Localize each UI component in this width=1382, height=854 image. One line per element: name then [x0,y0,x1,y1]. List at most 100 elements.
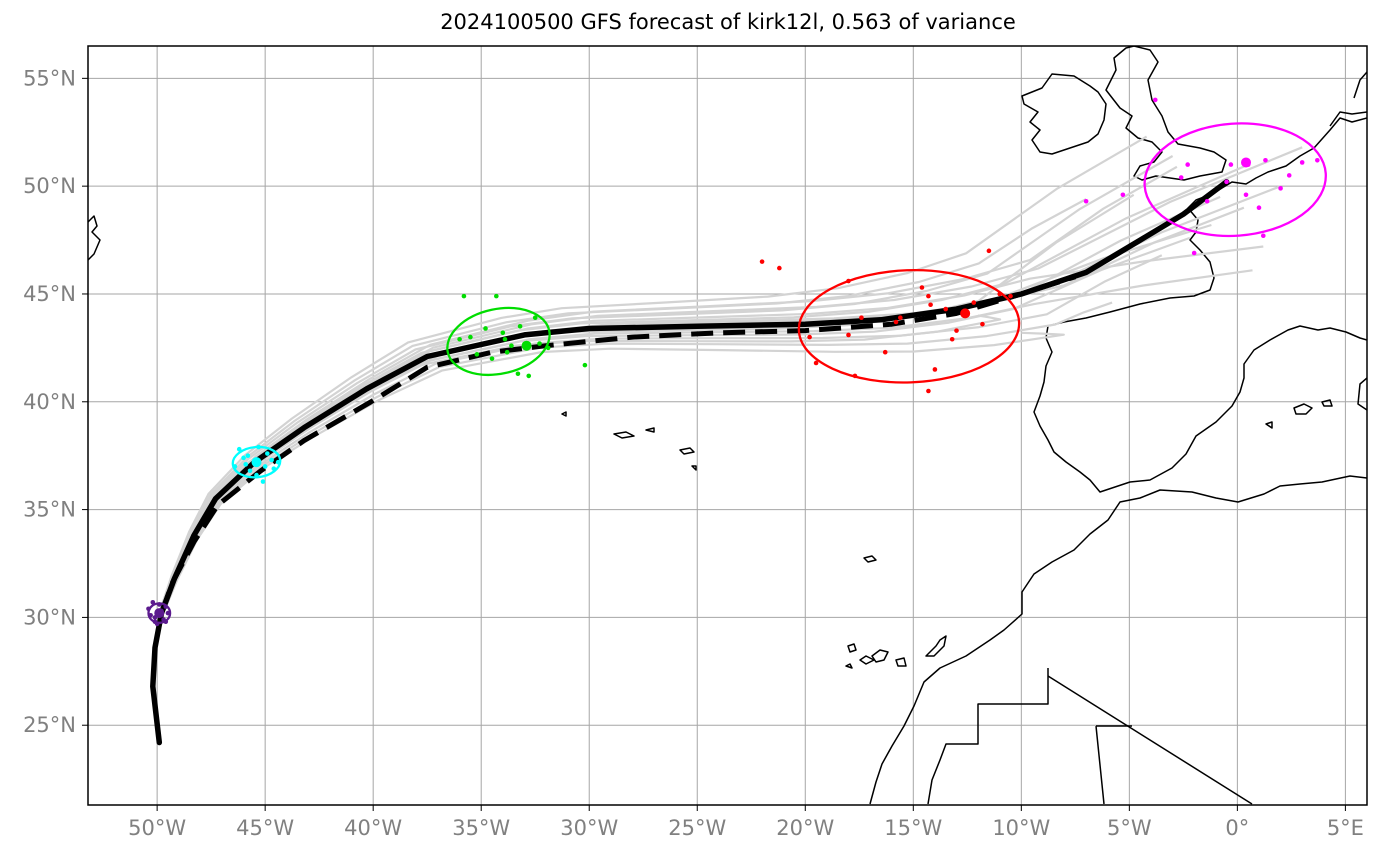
ensemble-point [980,321,985,327]
tick-label-lat: 55°N [23,66,76,90]
ensemble-point [1260,233,1266,239]
ensemble-point [1120,192,1126,198]
ensemble-point [949,336,955,342]
coast-africa [869,475,1367,805]
ensemble-point [971,300,977,305]
tick-label-lon: 35°W [452,816,510,840]
ensemble-point [859,315,864,320]
tick-label-lon: 5°W [1107,816,1152,840]
ensemble-point [986,248,992,254]
tick-label-lon: 25°W [668,816,726,840]
uncertainty-ellipse [797,269,1021,384]
ensemble-point [457,336,462,342]
ensemble-track [151,165,1178,743]
border-morocco [927,668,1049,805]
ensemble-track [151,193,1135,743]
ensemble-point [509,343,514,349]
coast-balearics [1265,399,1333,429]
ensemble-center-point [154,608,165,619]
ensemble-point [468,334,473,340]
tick-label-lat: 45°N [23,282,76,306]
tick-label-lat: 50°N [23,174,76,198]
ensemble-point [813,360,819,366]
ensemble-point [807,334,812,340]
ensemble-track [151,223,1212,743]
ensemble-point [1278,186,1283,191]
ensemble-point [893,319,899,325]
tick-label-lon: 45°W [236,816,294,840]
ensemble-point [1008,293,1013,299]
ensemble-center-point [960,308,971,319]
ensemble-point [926,293,931,299]
tick-label-lon: 0° [1225,816,1249,840]
ensemble-point [517,324,523,329]
ensemble-point [932,367,938,372]
ensemble-point [846,332,851,338]
ensemble-point [1263,157,1268,163]
ensemble-track [151,198,1087,743]
ensemble-point [241,455,246,461]
ensemble-point [247,468,253,474]
ensemble-center-point [251,457,262,468]
ensemble-point [919,285,925,290]
coast-canaries [845,635,947,669]
ensemble-center-point [521,340,532,351]
coastlines [88,46,1367,805]
tick-label-lat: 25°N [23,713,76,737]
ensemble-point [461,293,467,299]
ensemble-point [882,349,888,355]
ensemble-point [1083,198,1089,204]
ensemble-point [954,328,959,333]
ensemble-point [1243,192,1249,198]
ensemble-track [151,301,1113,743]
ensemble-point [1256,205,1262,211]
ensemble-point [515,371,521,377]
longitude-ticks: 50°W 45°W 40°W 35°W 30°W 25°W 20°W 15°W 10°W 5°W 0… [128,805,1364,840]
tick-label-lat: 35°N [23,498,76,522]
tick-label-lon: 5°E [1327,816,1364,840]
ensemble-track [151,185,1281,743]
ensemble-point [759,259,765,264]
ensemble-point [537,341,542,346]
ensemble-point [265,451,270,456]
coast-denmark [1353,71,1367,99]
forecast-tracks [150,179,1230,746]
ensemble-point [494,293,499,299]
tick-label-lon: 20°W [776,816,834,840]
ensemble-point [500,330,506,336]
coast-azores [561,411,697,471]
ensemble-point [1224,179,1229,185]
mean-track [150,179,1230,746]
ensemble-point [236,446,242,452]
uncertainty-ellipse [147,602,172,624]
tick-label-lon: 50°W [128,816,186,840]
ensemble-point [1228,162,1234,167]
ensemble-point [532,315,538,320]
ensemble-point [474,352,480,357]
ensemble-point [1191,250,1197,256]
ensemble-point [526,373,532,379]
ensemble-point [1185,162,1190,167]
ensemble-point [926,388,931,394]
ensemble-positions [146,97,1320,627]
map-frame [87,45,1368,806]
uncertainty-ellipse [446,306,551,376]
tick-label-lon: 30°W [560,816,618,840]
ensemble-point [1152,97,1158,103]
coast-netherlands [1329,111,1367,127]
ensemble-point [245,453,251,458]
ensemble-point [260,479,266,484]
ensemble-track [151,206,1245,743]
ensemble-point [777,265,782,271]
ensemble-point [243,462,249,467]
coast-great-britain [1105,46,1227,181]
ensemble-point [1204,198,1210,204]
latitude-ticks: 25°N 30°N 35°N 40°N 45°N 50°N 55°N [23,66,88,737]
tick-label-lon: 40°W [344,816,402,840]
ensemble-point [262,464,268,469]
ensemble-point [489,356,495,361]
map-title: 2024100500 GFS forecast of kirk12l, 0.56… [440,10,1016,34]
ensemble-track [151,331,1065,743]
ensemble-track [151,163,1249,743]
